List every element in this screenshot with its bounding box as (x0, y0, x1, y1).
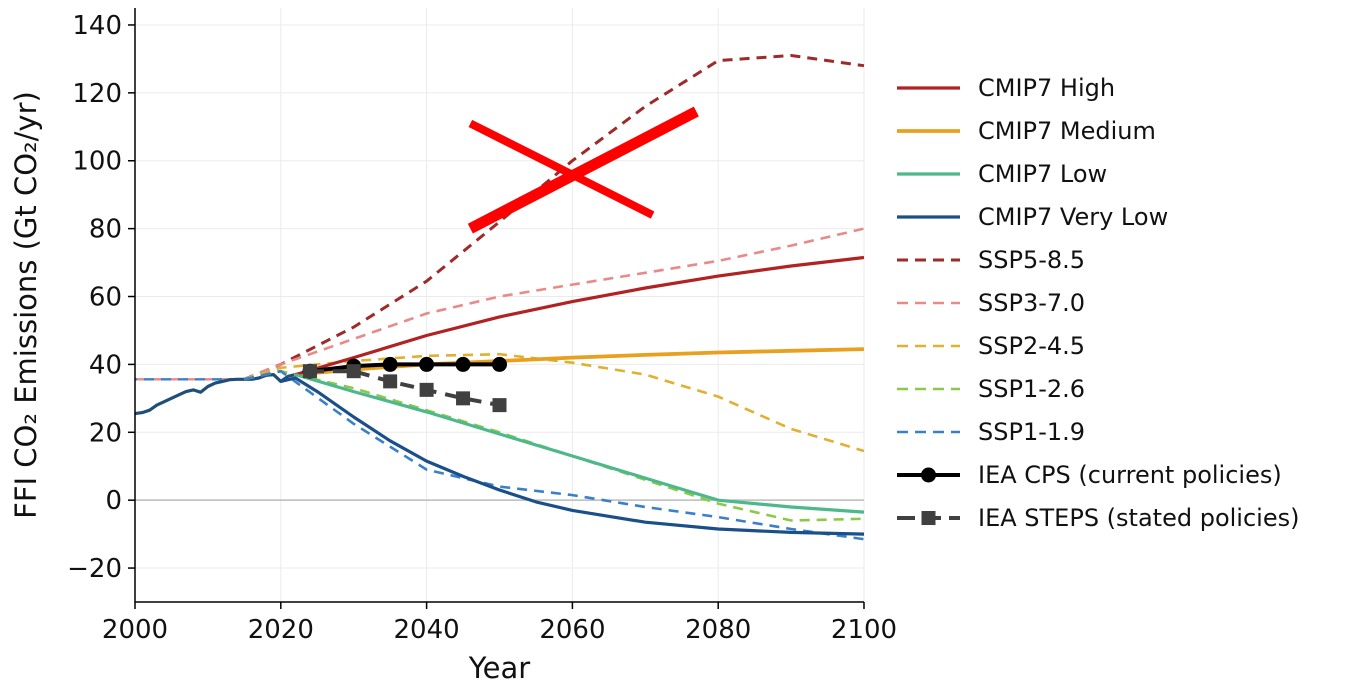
legend-item-ssp5-8-5: SSP5-8.5 (897, 246, 1085, 274)
y-tick-label: 60 (89, 283, 122, 313)
tick-labels: 2000 2020 2040 2060 2080 2100−200204060801001… (67, 11, 897, 645)
legend-item-cmip7-high: CMIP7 High (897, 74, 1115, 102)
legend-label: CMIP7 Very Low (978, 203, 1168, 231)
data-point-iea-steps-stated-policies (347, 364, 361, 378)
x-tick-label: 2100 (831, 615, 897, 645)
y-tick-label: 140 (72, 11, 122, 41)
y-tick-label: −20 (67, 554, 122, 584)
series-line-ssp1-1-9 (244, 371, 864, 539)
legend-label: SSP5-8.5 (978, 246, 1085, 274)
legend-label: IEA STEPS (stated policies) (978, 504, 1299, 532)
cross-stroke (470, 123, 652, 215)
legend-marker (921, 468, 936, 483)
data-point-iea-cps-current-policies (419, 357, 434, 372)
legend-label: SSP1-1.9 (978, 418, 1085, 446)
data-point-iea-cps-current-policies (383, 357, 398, 372)
data-point-iea-steps-stated-policies (456, 391, 470, 405)
series-line-cmip7-medium (295, 349, 864, 375)
legend-item-cmip7-very-low: CMIP7 Very Low (897, 203, 1168, 231)
legend-label: CMIP7 Medium (978, 117, 1156, 145)
series-layer (135, 56, 864, 540)
legend-item-ssp1-2-6: SSP1-2.6 (897, 375, 1085, 403)
legend-label: IEA CPS (current policies) (978, 461, 1282, 489)
legend-item-iea-steps-stated-policies: IEA STEPS (stated policies) (897, 504, 1299, 532)
legend-label: SSP3-7.0 (978, 289, 1085, 317)
legend-item-cmip7-low: CMIP7 Low (897, 160, 1107, 188)
y-tick-label: 20 (89, 418, 122, 448)
legend-label: SSP1-2.6 (978, 375, 1085, 403)
x-axis-title: Year (468, 651, 530, 685)
y-tick-label: 120 (72, 79, 122, 109)
cross-stroke (470, 112, 696, 229)
data-point-iea-steps-stated-policies (420, 383, 434, 397)
legend-item-ssp3-7-0: SSP3-7.0 (897, 289, 1085, 317)
y-tick-label: 0 (105, 486, 122, 516)
y-tick-label: 40 (89, 350, 122, 380)
y-axis-title: FFI CO₂ Emissions (Gt CO₂/yr) (9, 91, 43, 519)
x-tick-label: 2040 (394, 615, 460, 645)
x-tick-label: 2080 (685, 615, 751, 645)
x-tick-label: 2020 (248, 615, 314, 645)
legend: CMIP7 High CMIP7 Medium CMIP7 Low CMIP7 Ver… (897, 74, 1299, 532)
legend-item-ssp1-1-9: SSP1-1.9 (897, 418, 1085, 446)
data-point-iea-cps-current-policies (492, 357, 507, 372)
legend-item-cmip7-medium: CMIP7 Medium (897, 117, 1156, 145)
data-point-iea-steps-stated-policies (383, 374, 397, 388)
x-tick-label: 2000 (102, 615, 168, 645)
y-tick-label: 100 (72, 147, 122, 177)
data-point-iea-cps-current-policies (456, 357, 471, 372)
data-point-iea-steps-stated-policies (303, 364, 317, 378)
legend-item-ssp2-4-5: SSP2-4.5 (897, 332, 1085, 360)
red-cross-annotation (470, 112, 696, 229)
legend-label: CMIP7 High (978, 74, 1115, 102)
data-point-iea-steps-stated-policies (493, 398, 507, 412)
series-line-ssp1-2-6 (244, 371, 864, 520)
axes (128, 8, 864, 609)
legend-label: SSP2-4.5 (978, 332, 1085, 360)
legend-label: CMIP7 Low (978, 160, 1107, 188)
x-tick-label: 2060 (539, 615, 605, 645)
legend-marker (922, 511, 936, 525)
series-line-ssp5-8-5 (244, 56, 864, 380)
legend-item-iea-cps-current-policies: IEA CPS (current policies) (897, 461, 1282, 489)
y-tick-label: 80 (89, 215, 122, 245)
